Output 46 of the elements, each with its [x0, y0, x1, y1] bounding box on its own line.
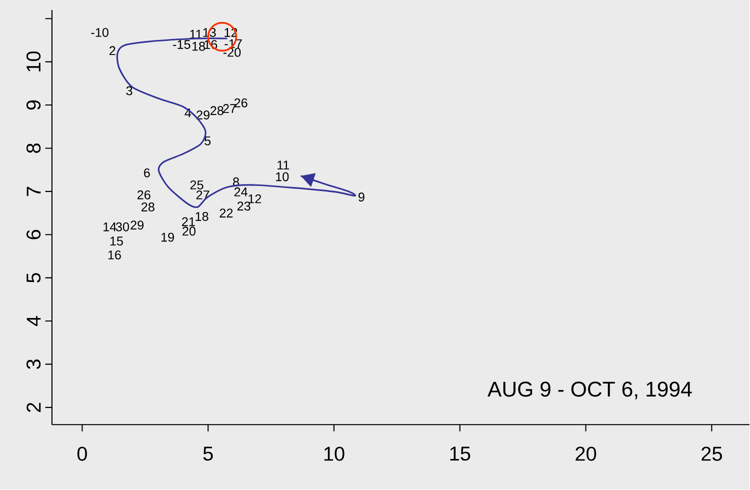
y-tick-label: 3: [26, 360, 41, 370]
y-tick-label: 9: [26, 100, 41, 110]
annotation: 18: [192, 42, 206, 51]
annotation: 18: [196, 212, 208, 222]
annotation: 22: [220, 208, 233, 218]
y-tick-label: 8: [26, 144, 41, 154]
x-tick-label: 5: [203, 446, 213, 461]
annotation: AUG 9 - OCT 6, 1994: [488, 382, 692, 400]
annotation: 2: [110, 46, 116, 56]
annotation: 20: [182, 226, 196, 236]
annotation: 26: [137, 190, 150, 200]
x-tick-label: 15: [450, 446, 470, 461]
y-tick-label: 4: [26, 316, 41, 326]
annotation: 28: [210, 106, 224, 116]
annotation: 29: [196, 110, 210, 120]
annotation: 27: [223, 104, 236, 114]
y-tick-label: 7: [26, 187, 41, 196]
annotation: 15: [110, 236, 123, 246]
annotation: 28: [141, 202, 154, 212]
annotation: 10: [276, 172, 289, 182]
annotation: 29: [130, 220, 144, 230]
x-tick-label: 0: [77, 446, 87, 462]
x-tick-label: 20: [576, 446, 596, 462]
annotation: -15: [173, 40, 190, 50]
annotation: 25: [190, 180, 204, 190]
annotation: 5: [204, 136, 211, 146]
annotation: 24: [234, 188, 248, 196]
annotation: 26: [234, 98, 248, 108]
annotation: 3: [126, 86, 132, 96]
annotation: 6: [144, 168, 150, 178]
annotation: 11: [278, 160, 290, 170]
annotation: 16: [108, 250, 121, 260]
y-tick-label: 2: [26, 403, 41, 412]
annotation: 21: [182, 217, 195, 226]
annotation: 19: [161, 232, 174, 242]
annotation: 23: [237, 202, 250, 211]
y-tick-label: 6: [26, 230, 41, 240]
annotation: 12: [248, 194, 262, 204]
annotation: 30: [116, 222, 130, 232]
annotation: 9: [358, 192, 364, 202]
x-tick-label: 25: [702, 446, 722, 462]
y-tick-label: 5: [26, 273, 41, 283]
annotation: 14: [104, 222, 116, 232]
annotation: -10: [91, 28, 108, 38]
x-tick-label: 10: [324, 446, 344, 462]
y-tick-label: 10: [26, 52, 41, 72]
